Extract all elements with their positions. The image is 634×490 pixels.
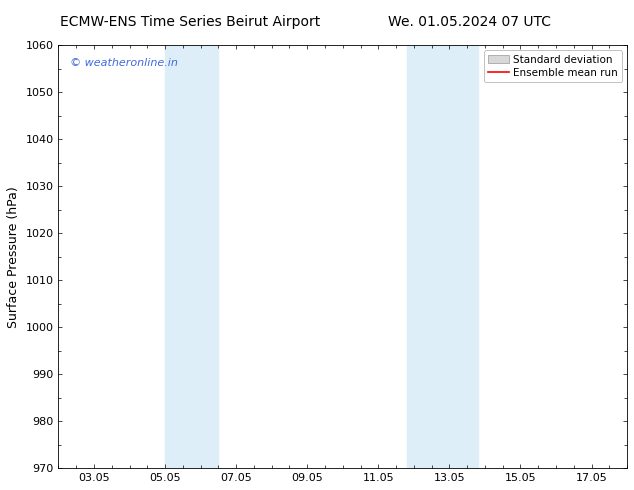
Text: We. 01.05.2024 07 UTC: We. 01.05.2024 07 UTC: [387, 15, 551, 29]
Y-axis label: Surface Pressure (hPa): Surface Pressure (hPa): [7, 186, 20, 328]
Bar: [165, 45, 218, 468]
Text: ECMW-ENS Time Series Beirut Airport: ECMW-ENS Time Series Beirut Airport: [60, 15, 320, 29]
Legend: Standard deviation, Ensemble mean run: Standard deviation, Ensemble mean run: [484, 50, 622, 82]
Bar: [407, 45, 478, 468]
Text: © weatheronline.in: © weatheronline.in: [70, 58, 178, 68]
